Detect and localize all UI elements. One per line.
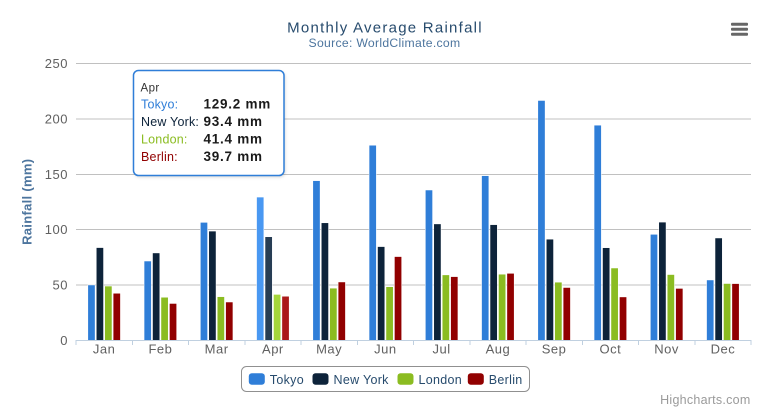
svg-text:200: 200 [45,111,68,126]
svg-text:Jul: Jul [433,342,451,357]
svg-text:Berlin:: Berlin: [141,150,178,164]
svg-text:Jun: Jun [374,342,396,357]
svg-text:New York:: New York: [141,115,199,129]
svg-text:Tokyo:: Tokyo: [141,98,178,112]
svg-text:London:: London: [141,133,188,147]
svg-text:41.4 mm: 41.4 mm [204,132,263,147]
svg-text:50: 50 [53,278,68,293]
svg-text:100: 100 [45,222,68,237]
svg-text:39.7 mm: 39.7 mm [204,149,263,164]
svg-text:250: 250 [45,56,68,71]
svg-text:Oct: Oct [600,342,622,357]
svg-text:0: 0 [60,333,68,348]
svg-text:Dec: Dec [711,342,736,357]
svg-text:Mar: Mar [205,342,229,357]
svg-text:Apr: Apr [262,342,284,357]
svg-text:New York: New York [334,373,390,387]
svg-text:London: London [419,373,463,387]
svg-text:Nov: Nov [654,342,679,357]
svg-text:May: May [316,342,342,357]
svg-text:Berlin: Berlin [489,373,523,387]
svg-text:93.4 mm: 93.4 mm [204,114,263,129]
svg-text:Monthly Average Rainfall: Monthly Average Rainfall [287,19,483,36]
svg-text:Rainfall (mm): Rainfall (mm) [20,159,35,245]
svg-text:129.2 mm: 129.2 mm [204,97,272,112]
svg-text:Jan: Jan [93,342,115,357]
svg-text:Apr: Apr [141,82,160,94]
svg-text:150: 150 [45,167,68,182]
svg-text:Feb: Feb [148,342,172,357]
svg-text:Highcharts.com: Highcharts.com [660,393,750,407]
svg-text:Aug: Aug [486,342,511,357]
svg-text:Sep: Sep [542,342,567,357]
svg-text:Tokyo: Tokyo [270,373,304,387]
svg-text:Source: WorldClimate.com: Source: WorldClimate.com [309,36,461,50]
